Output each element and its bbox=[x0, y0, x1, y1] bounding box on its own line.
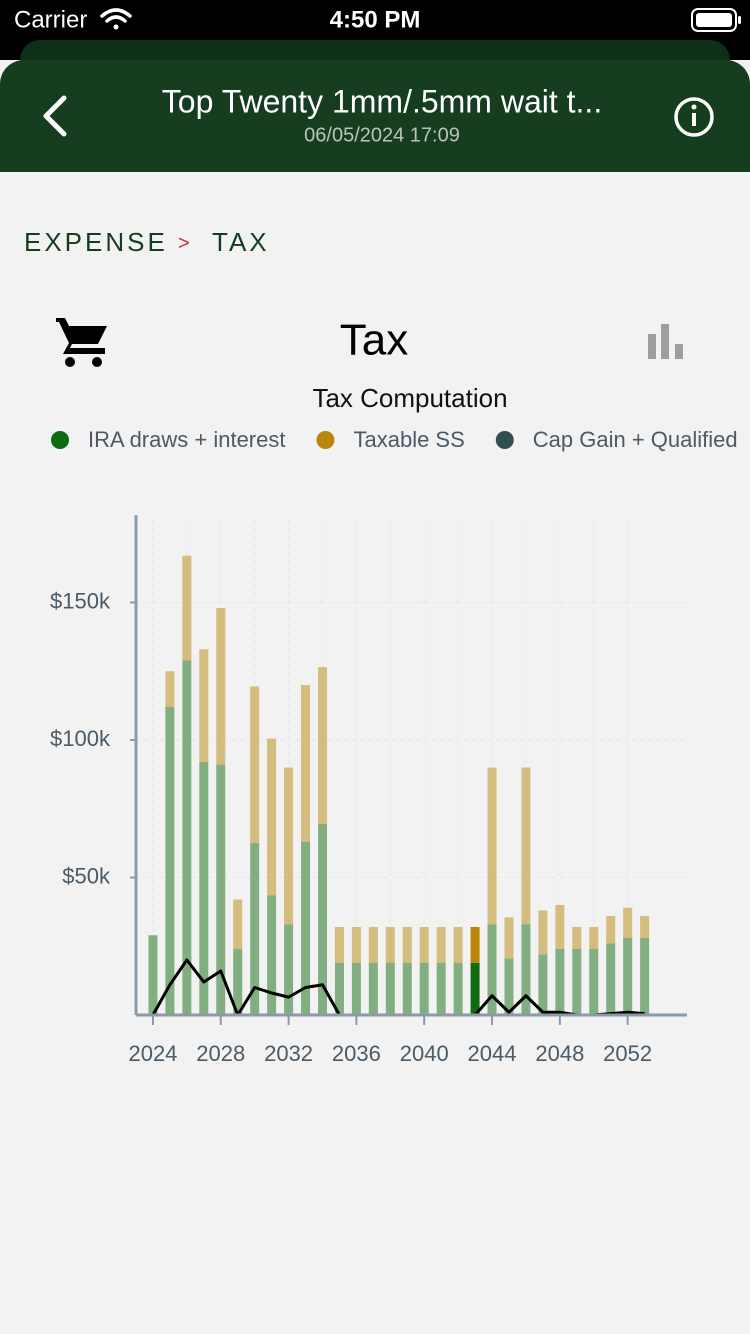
bar-segment[interactable] bbox=[233, 949, 243, 1015]
legend-label[interactable]: IRA draws + interest bbox=[88, 427, 285, 452]
bar-segment[interactable] bbox=[199, 649, 209, 762]
bar-segment[interactable] bbox=[216, 764, 226, 1015]
battery-icon bbox=[691, 8, 741, 32]
bar-segment[interactable] bbox=[504, 958, 514, 1015]
page-title: Tax bbox=[340, 316, 408, 365]
bar-segment[interactable] bbox=[368, 927, 378, 963]
bar-segment[interactable] bbox=[606, 943, 616, 1016]
bar-segment[interactable] bbox=[521, 767, 531, 925]
bar-segment[interactable] bbox=[640, 916, 650, 938]
bar-segment[interactable] bbox=[199, 762, 209, 1015]
bar-segment[interactable] bbox=[555, 905, 565, 949]
legend: IRA draws + interest Taxable SS Cap Gain +… bbox=[51, 427, 738, 452]
x-tick-label: 2036 bbox=[332, 1041, 381, 1066]
bar-segment[interactable] bbox=[453, 927, 463, 963]
bar-segment[interactable] bbox=[148, 935, 158, 1015]
info-button[interactable] bbox=[674, 97, 714, 137]
x-tick-label: 2052 bbox=[603, 1041, 652, 1066]
bar-segment[interactable] bbox=[165, 671, 175, 707]
bar-segment[interactable] bbox=[351, 962, 361, 1015]
header-bottom bbox=[0, 140, 750, 172]
cart-icon[interactable] bbox=[56, 318, 107, 367]
bar-segment[interactable] bbox=[385, 962, 395, 1015]
bar-segment[interactable] bbox=[487, 924, 497, 1015]
bar-segment[interactable] bbox=[182, 555, 192, 661]
bar-segment[interactable] bbox=[385, 927, 395, 963]
wifi-icon bbox=[100, 8, 132, 30]
bar-segment[interactable] bbox=[334, 962, 344, 1015]
bar-segment[interactable] bbox=[623, 938, 633, 1015]
bar-segment[interactable] bbox=[436, 927, 446, 963]
breadcrumb-item: TAX bbox=[212, 227, 270, 257]
bar-segment[interactable] bbox=[606, 916, 616, 944]
chart-title: Tax Computation bbox=[312, 383, 507, 413]
x-tick-label: 2024 bbox=[128, 1041, 177, 1066]
legend-label[interactable]: Cap Gain + Qualified bbox=[533, 427, 738, 452]
bar-segment[interactable] bbox=[284, 767, 294, 925]
bar-segment[interactable] bbox=[572, 927, 582, 949]
breadcrumb-separator: > bbox=[178, 232, 190, 254]
legend-marker bbox=[51, 431, 69, 449]
bar-segment[interactable] bbox=[317, 823, 327, 1015]
bar-segment[interactable] bbox=[419, 962, 429, 1015]
x-tick-label: 2040 bbox=[400, 1041, 449, 1066]
legend-marker bbox=[316, 431, 335, 449]
bar-segment[interactable] bbox=[267, 895, 277, 1015]
bar-segment[interactable] bbox=[250, 843, 260, 1015]
bar-segment[interactable] bbox=[301, 841, 311, 1015]
back-button[interactable] bbox=[43, 95, 67, 137]
bar-segment[interactable] bbox=[402, 927, 412, 963]
legend-label[interactable]: Taxable SS bbox=[353, 427, 464, 452]
bar-segment[interactable] bbox=[284, 924, 294, 1015]
header-title: Top Twenty 1mm/.5mm wait t... bbox=[162, 83, 602, 119]
bar-segment[interactable] bbox=[538, 910, 548, 955]
bar-segment[interactable] bbox=[368, 962, 378, 1015]
bar-segment[interactable] bbox=[589, 927, 599, 949]
bar-segment[interactable] bbox=[233, 899, 243, 950]
bar-segment[interactable] bbox=[470, 962, 480, 1015]
chart-type-icon[interactable] bbox=[648, 324, 683, 359]
bar-segment[interactable] bbox=[623, 907, 633, 938]
bar-segment[interactable] bbox=[640, 938, 650, 1015]
y-tick-label: $100k bbox=[50, 726, 111, 751]
bar-segment[interactable] bbox=[402, 962, 412, 1015]
bar-segment[interactable] bbox=[419, 927, 429, 963]
bar-segment[interactable] bbox=[250, 686, 260, 844]
y-tick-label: $50k bbox=[62, 863, 111, 888]
bar-segment[interactable] bbox=[216, 608, 226, 765]
bar-segment[interactable] bbox=[436, 962, 446, 1015]
x-tick-label: 2048 bbox=[535, 1041, 584, 1066]
x-tick-label: 2032 bbox=[264, 1041, 313, 1066]
bar-segment[interactable] bbox=[317, 667, 327, 824]
y-tick-label: $150k bbox=[50, 588, 111, 613]
chart: $50k $100k $150k 2024 2028 2032 2036 2040 2044 20… bbox=[50, 515, 687, 1066]
bar-segment[interactable] bbox=[538, 954, 548, 1016]
bar-segment[interactable] bbox=[589, 949, 599, 1015]
bar-segment[interactable] bbox=[301, 685, 311, 842]
x-tick-label: 2044 bbox=[468, 1041, 517, 1066]
header-subtitle: 06/05/2024 17:09 bbox=[304, 124, 460, 146]
bar-segment[interactable] bbox=[334, 927, 344, 963]
bar-segment[interactable] bbox=[267, 738, 277, 896]
bar-segment[interactable] bbox=[572, 949, 582, 1015]
bar-segment[interactable] bbox=[521, 924, 531, 1015]
legend-marker bbox=[495, 431, 514, 449]
breadcrumb-item[interactable]: EXPENSE bbox=[24, 227, 168, 257]
bar-segment[interactable] bbox=[165, 707, 175, 1015]
bar-segment[interactable] bbox=[470, 927, 480, 963]
x-tick-label: 2028 bbox=[196, 1041, 245, 1066]
bar-segment[interactable] bbox=[351, 927, 361, 963]
clock: 4:50 PM bbox=[330, 6, 421, 33]
bar-segment[interactable] bbox=[453, 962, 463, 1015]
bar-segment[interactable] bbox=[487, 767, 497, 925]
carrier: Carrier bbox=[14, 6, 87, 33]
bar-segment[interactable] bbox=[182, 660, 192, 1015]
bar-segment[interactable] bbox=[555, 949, 565, 1015]
bar-segment[interactable] bbox=[504, 917, 514, 959]
